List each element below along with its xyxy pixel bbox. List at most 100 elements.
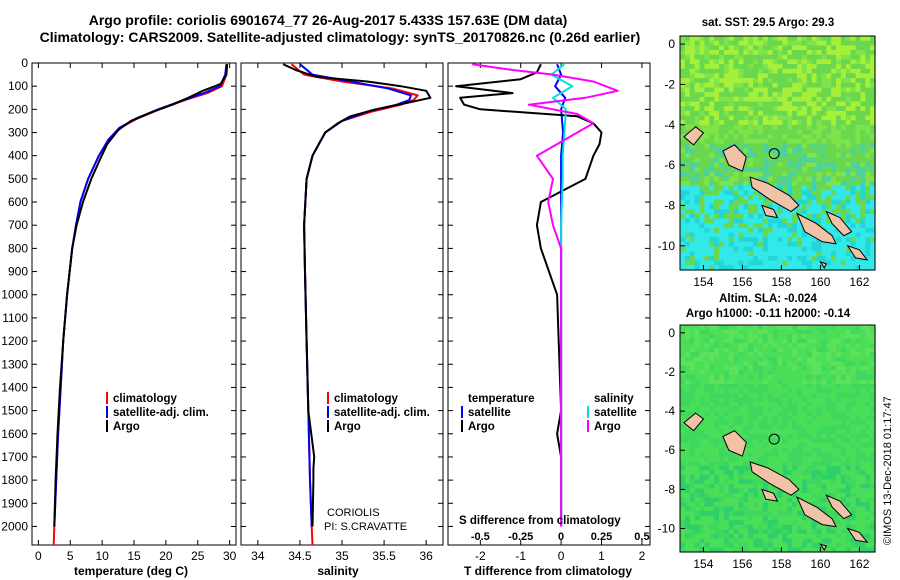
field-cell xyxy=(733,356,740,362)
field-cell xyxy=(782,251,788,257)
field-cell xyxy=(714,139,720,145)
lat-tick-label: -8 xyxy=(664,198,675,212)
field-cell xyxy=(840,347,847,353)
field-cell xyxy=(728,325,735,331)
field-cell xyxy=(699,542,705,548)
depth-tick-label: 500 xyxy=(8,172,28,186)
field-cell xyxy=(821,134,827,140)
field-cell xyxy=(787,64,793,70)
field-cell xyxy=(733,397,740,403)
field-cell xyxy=(821,162,827,168)
field-cell xyxy=(801,488,808,494)
field-cell xyxy=(733,78,740,84)
field-cell xyxy=(836,434,842,440)
field-cell xyxy=(704,218,710,224)
field-cell xyxy=(719,241,725,248)
field-cell xyxy=(709,538,715,544)
field-cell xyxy=(714,538,720,544)
field-cell xyxy=(719,162,725,168)
field-cell xyxy=(758,388,764,394)
field-cell xyxy=(689,547,696,553)
field-cell xyxy=(831,511,837,517)
field-cell xyxy=(719,78,725,84)
field-cell xyxy=(821,438,827,444)
field-cell xyxy=(860,443,866,449)
field-cell xyxy=(694,176,701,182)
field-cell xyxy=(797,343,803,349)
field-cell xyxy=(782,213,788,220)
field-cell xyxy=(699,352,705,358)
field-cell xyxy=(684,82,691,89)
lon-tick-label: 162 xyxy=(849,275,869,289)
field-cell xyxy=(743,40,749,46)
field-cell xyxy=(816,134,822,140)
field-cell xyxy=(806,82,813,89)
field-cell xyxy=(714,64,720,70)
field-cell xyxy=(850,148,857,154)
field-cell xyxy=(753,520,759,526)
field-cell xyxy=(787,78,793,84)
field-cell xyxy=(792,162,798,168)
field-cell xyxy=(689,143,696,149)
field-cell xyxy=(826,241,832,248)
field-cell xyxy=(850,78,857,84)
field-cell xyxy=(767,465,774,471)
field-cell xyxy=(743,87,749,93)
field-cell xyxy=(684,479,691,485)
field-cell xyxy=(850,547,857,553)
field-cell xyxy=(753,143,759,149)
field-cell xyxy=(709,92,715,98)
field-cell xyxy=(836,204,842,210)
field-cell xyxy=(836,352,842,358)
field-cell xyxy=(816,148,822,154)
field-cell xyxy=(850,139,857,145)
field-cell xyxy=(738,488,744,494)
field-cell xyxy=(753,265,759,271)
field-cell xyxy=(772,438,779,444)
field-cell xyxy=(782,429,788,435)
field-cell xyxy=(870,497,876,503)
field-cell xyxy=(723,45,730,51)
field-cell xyxy=(738,352,744,358)
field-cell xyxy=(811,438,818,444)
field-cell xyxy=(684,106,691,112)
field-cell xyxy=(836,213,842,220)
field-cell xyxy=(870,506,876,512)
field-cell xyxy=(772,493,779,499)
field-cell xyxy=(758,379,764,385)
field-cell xyxy=(689,397,696,403)
field-cell xyxy=(738,54,744,60)
field-cell xyxy=(733,411,740,417)
field-cell xyxy=(728,493,735,499)
field-cell xyxy=(694,447,701,453)
field-cell xyxy=(762,479,769,485)
field-cell xyxy=(723,204,730,210)
field-cell xyxy=(782,515,788,521)
field-cell xyxy=(689,533,696,539)
field-cell xyxy=(860,199,866,206)
field-cell xyxy=(811,524,818,530)
field-cell xyxy=(860,479,866,485)
field-cell xyxy=(855,153,861,159)
field-cell xyxy=(840,96,847,103)
field-cell xyxy=(792,50,798,56)
field-cell xyxy=(738,456,744,462)
field-cell xyxy=(767,415,774,421)
field-cell xyxy=(753,124,759,131)
field-cell xyxy=(728,246,735,252)
field-cell xyxy=(777,347,783,353)
field-cell xyxy=(733,124,740,131)
field-cell xyxy=(753,64,759,70)
field-cell xyxy=(831,120,837,126)
field-cell xyxy=(850,241,857,248)
field-cell xyxy=(758,456,764,462)
field-cell xyxy=(728,524,735,530)
field-cell xyxy=(733,54,740,60)
legend-satellite-label: satellite-adj. clim. xyxy=(334,407,430,419)
field-cell xyxy=(782,370,788,376)
field-cell xyxy=(753,190,759,196)
field-cell xyxy=(777,106,783,112)
field-cell xyxy=(831,456,837,462)
field-cell xyxy=(709,50,715,56)
field-cell xyxy=(699,260,705,266)
